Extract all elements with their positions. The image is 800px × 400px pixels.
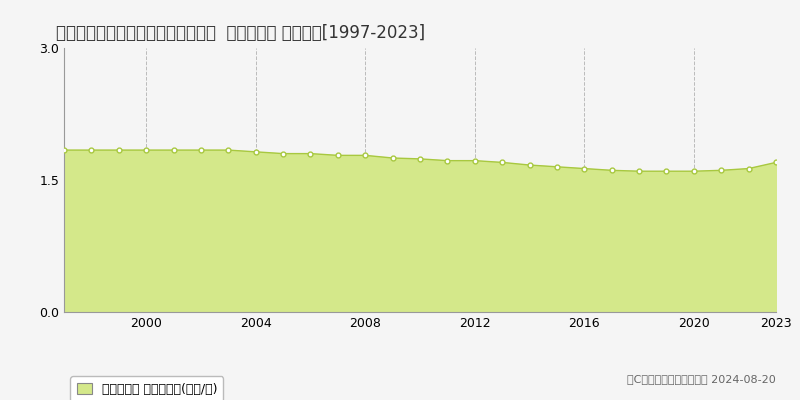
Legend: 基準地価格 平均坪単価(万円/坪): 基準地価格 平均坪単価(万円/坪) [70, 376, 223, 400]
Text: （C）土地価格ドットコム 2024-08-20: （C）土地価格ドットコム 2024-08-20 [627, 374, 776, 384]
Text: 北海道磯谷郡蘭越町昆布町８３番１  基準地価格 地価推移[1997-2023]: 北海道磯谷郡蘭越町昆布町８３番１ 基準地価格 地価推移[1997-2023] [56, 24, 425, 42]
